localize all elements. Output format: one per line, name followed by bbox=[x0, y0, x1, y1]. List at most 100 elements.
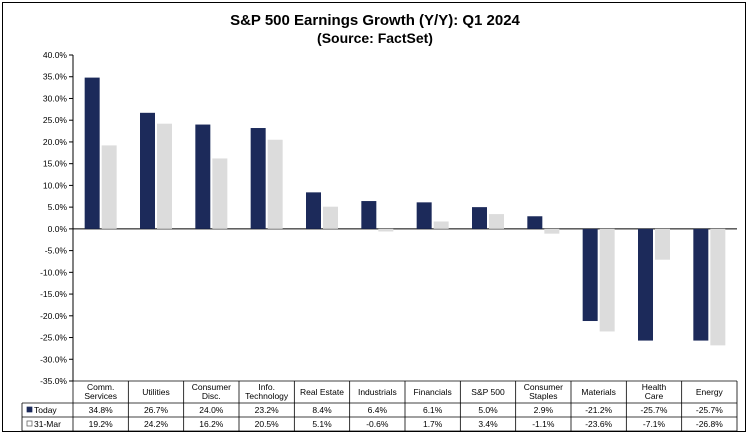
bar-today bbox=[250, 128, 266, 229]
y-tick-label: 20.0% bbox=[43, 137, 68, 147]
data-label-31-mar: -7.1% bbox=[643, 419, 666, 429]
y-tick-label: 10.0% bbox=[43, 180, 68, 190]
bar-today bbox=[306, 192, 321, 229]
bar-31-mar bbox=[323, 206, 338, 229]
category-label: Utilities bbox=[142, 387, 169, 397]
data-label-today: 5.0% bbox=[478, 405, 498, 415]
y-tick-label: 35.0% bbox=[43, 72, 68, 82]
y-tick-label: -35.0% bbox=[40, 376, 67, 386]
category-label: Financials bbox=[414, 387, 452, 397]
y-tick-label: -30.0% bbox=[40, 354, 67, 364]
data-label-31-mar: 3.4% bbox=[478, 419, 498, 429]
data-label-31-mar: -26.8% bbox=[696, 419, 723, 429]
legend-key-today bbox=[26, 406, 33, 413]
data-label-today: 26.7% bbox=[144, 405, 169, 415]
category-label-line: Industrials bbox=[358, 387, 397, 397]
bar-31-mar bbox=[544, 228, 560, 234]
data-label-31-mar: 20.5% bbox=[255, 419, 280, 429]
category-label-line: Comm. bbox=[87, 382, 114, 392]
category-label-line: Consumer bbox=[192, 382, 231, 392]
category-label: Consumer Disc. bbox=[192, 382, 231, 401]
bar-today bbox=[361, 201, 377, 229]
y-tick-label: 40.0% bbox=[43, 50, 68, 60]
category-label-line: Financials bbox=[414, 387, 452, 397]
data-label-today: 34.8% bbox=[89, 405, 114, 415]
bar-31-mar bbox=[378, 228, 394, 232]
category-label-line: Care bbox=[645, 391, 664, 401]
category-label-line: Technology bbox=[245, 391, 289, 401]
y-tick-label: 5.0% bbox=[48, 202, 68, 212]
bar-today bbox=[472, 207, 487, 229]
bar-31-mar bbox=[267, 139, 283, 229]
y-tick-label: -25.0% bbox=[40, 333, 67, 343]
data-label-today: 8.4% bbox=[312, 405, 332, 415]
bar-today bbox=[582, 228, 598, 322]
y-tick-label: -5.0% bbox=[45, 246, 68, 256]
bar-31-mar bbox=[710, 228, 726, 346]
legend-label-31-mar: 31-Mar bbox=[34, 419, 61, 429]
data-label-today: -25.7% bbox=[696, 405, 723, 415]
y-tick-label: -15.0% bbox=[40, 289, 67, 299]
legend-key-31-mar bbox=[26, 420, 33, 427]
bar-today bbox=[84, 77, 100, 229]
y-tick-label: 0.0% bbox=[48, 224, 68, 234]
bar-31-mar bbox=[655, 228, 670, 260]
bar-today bbox=[638, 228, 653, 341]
data-label-31-mar: -0.6% bbox=[366, 419, 389, 429]
data-label-31-mar: 16.2% bbox=[199, 419, 224, 429]
category-label: Real Estate bbox=[300, 387, 344, 397]
y-tick-label: 30.0% bbox=[43, 93, 68, 103]
category-label-line: Energy bbox=[696, 387, 724, 397]
data-label-today: 6.1% bbox=[423, 405, 443, 415]
chart-title: S&P 500 Earnings Growth (Y/Y): Q1 2024 bbox=[230, 12, 520, 29]
bar-31-mar bbox=[101, 145, 117, 229]
data-label-today: -25.7% bbox=[641, 405, 668, 415]
category-label-line: Staples bbox=[529, 391, 557, 401]
data-label-31-mar: 19.2% bbox=[89, 419, 114, 429]
category-label-line: Services bbox=[84, 391, 117, 401]
y-tick-label: 15.0% bbox=[43, 159, 68, 169]
chart-subtitle: (Source: FactSet) bbox=[317, 30, 433, 46]
y-tick-label: -20.0% bbox=[40, 311, 67, 321]
data-label-31-mar: 24.2% bbox=[144, 419, 169, 429]
category-label-line: Utilities bbox=[142, 387, 169, 397]
bar-31-mar bbox=[433, 221, 449, 229]
category-label: Industrials bbox=[358, 387, 397, 397]
category-label-line: Consumer bbox=[524, 382, 563, 392]
y-tick-label: -10.0% bbox=[40, 267, 67, 277]
data-label-today: 24.0% bbox=[199, 405, 224, 415]
bar-today bbox=[693, 228, 709, 341]
bar-today bbox=[416, 202, 432, 229]
category-label: Energy bbox=[696, 387, 724, 397]
category-label: Materials bbox=[581, 387, 615, 397]
category-label-line: Materials bbox=[581, 387, 615, 397]
data-label-today: 6.4% bbox=[368, 405, 388, 415]
category-label: Comm. Services bbox=[84, 382, 117, 401]
bar-31-mar bbox=[599, 228, 615, 332]
bar-31-mar bbox=[212, 158, 228, 229]
data-label-today: -21.2% bbox=[585, 405, 612, 415]
bar-31-mar bbox=[157, 123, 172, 229]
bar-today bbox=[527, 216, 543, 229]
category-label-line: Real Estate bbox=[300, 387, 344, 397]
bar-today bbox=[140, 112, 155, 229]
category-label: Info. Technology bbox=[245, 382, 289, 401]
data-label-today: 2.9% bbox=[534, 405, 554, 415]
bar-today bbox=[195, 124, 211, 229]
y-tick-label: 25.0% bbox=[43, 115, 68, 125]
data-label-today: 23.2% bbox=[255, 405, 280, 415]
category-label: S&P 500 bbox=[471, 387, 505, 397]
category-label-line: Health bbox=[642, 382, 667, 392]
category-label-line: S&P 500 bbox=[471, 387, 505, 397]
category-label-line: Info. bbox=[258, 382, 275, 392]
category-label: Consumer Staples bbox=[524, 382, 563, 401]
data-label-31-mar: 1.7% bbox=[423, 419, 443, 429]
category-label: Health Care bbox=[642, 382, 667, 401]
bar-31-mar bbox=[489, 214, 504, 229]
data-label-31-mar: 5.1% bbox=[312, 419, 332, 429]
legend-label-today: Today bbox=[34, 405, 57, 415]
category-label-line: Disc. bbox=[202, 391, 221, 401]
data-label-31-mar: -23.6% bbox=[585, 419, 612, 429]
data-label-31-mar: -1.1% bbox=[532, 419, 555, 429]
